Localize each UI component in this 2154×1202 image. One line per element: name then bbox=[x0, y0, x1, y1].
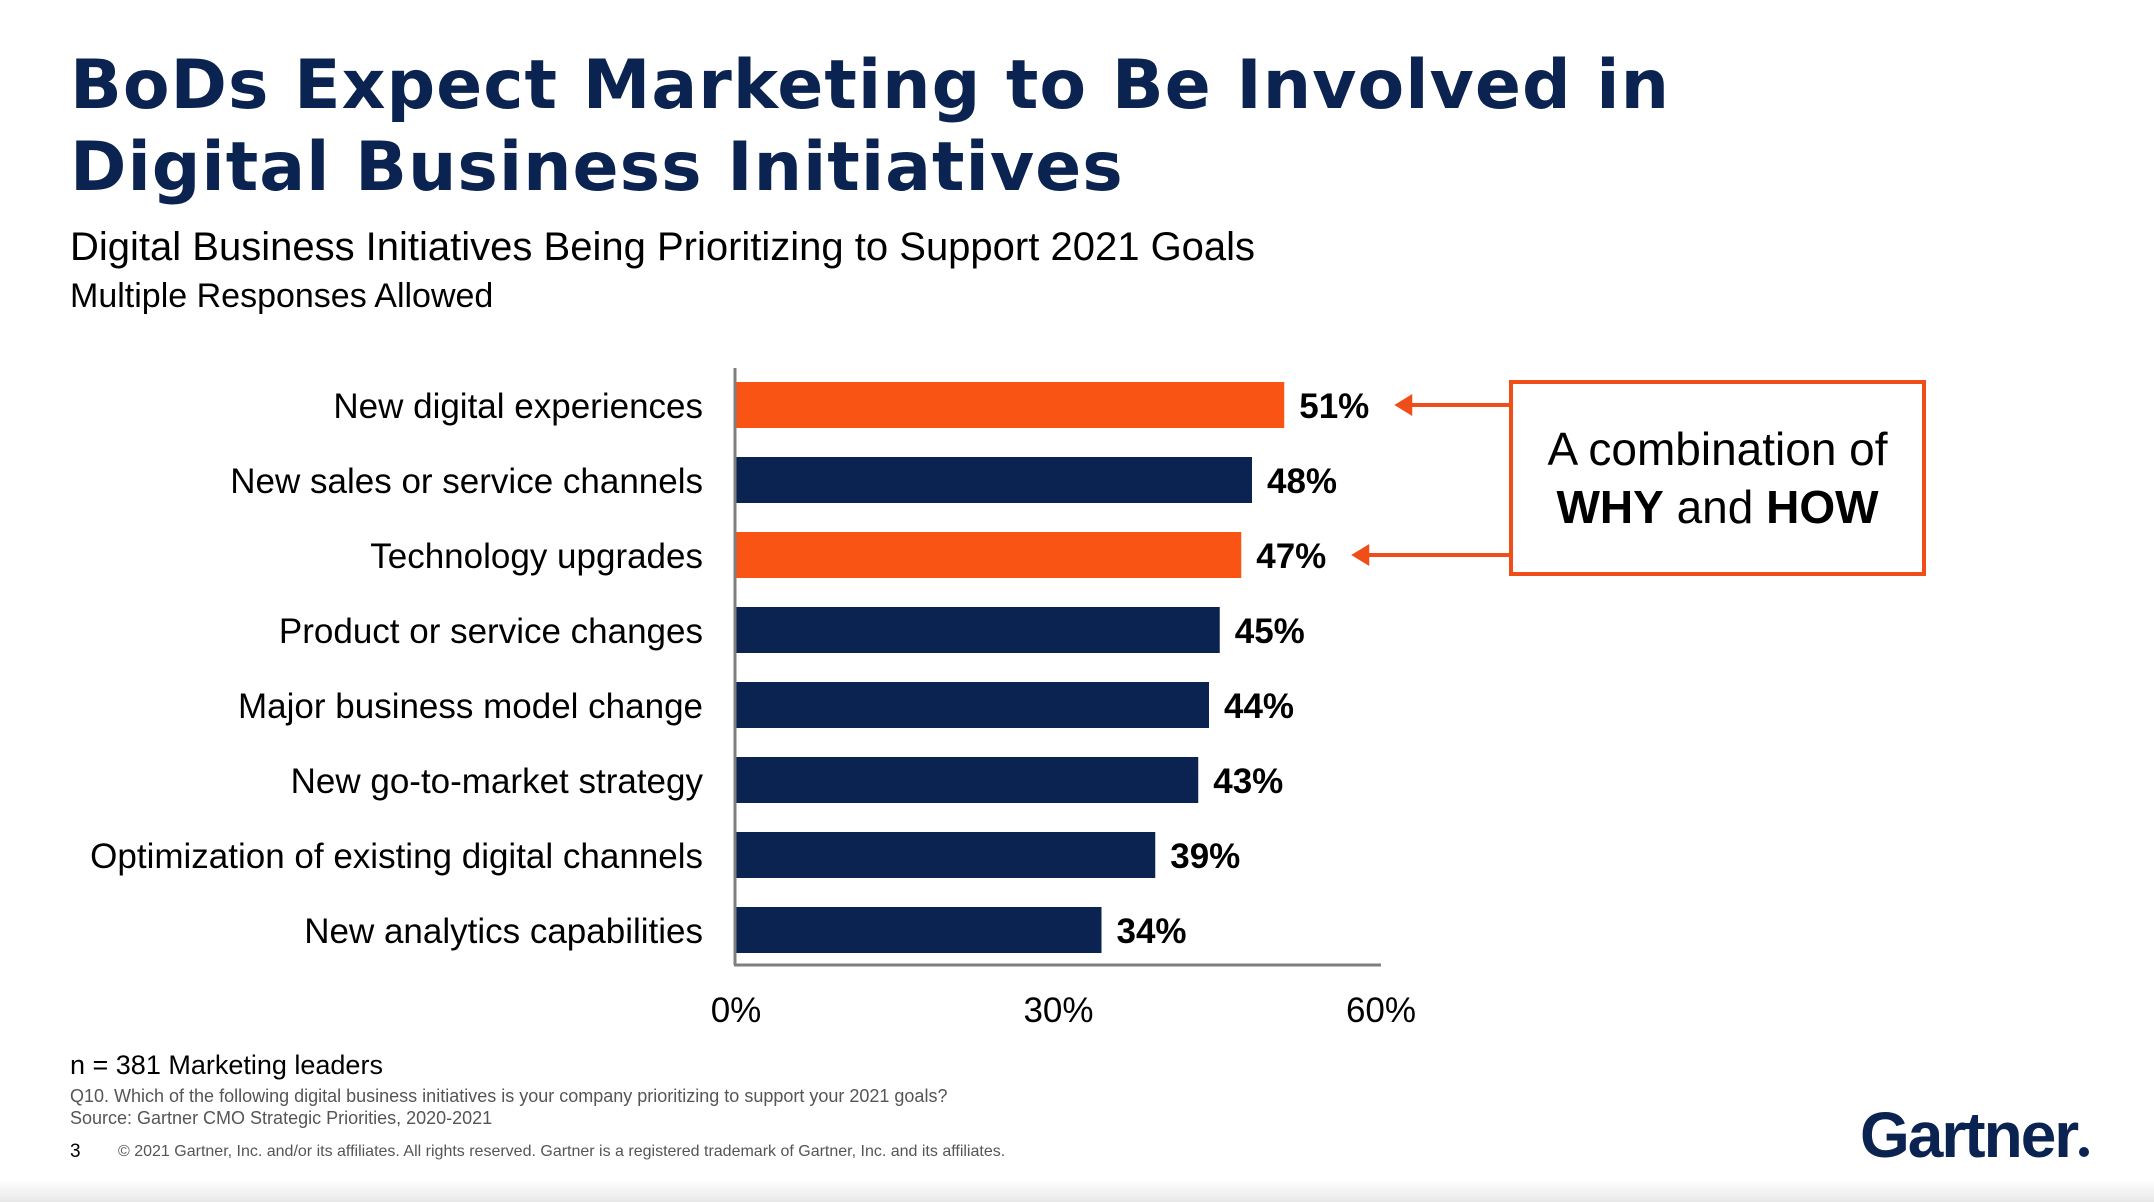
bar bbox=[736, 832, 1156, 878]
bar bbox=[736, 907, 1102, 953]
callout-box: A combination of WHY and HOW bbox=[1509, 380, 1926, 576]
bar bbox=[736, 532, 1242, 578]
copyright-note: © 2021 Gartner, Inc. and/or its affiliat… bbox=[118, 1143, 1006, 1160]
data-label: 48% bbox=[1267, 462, 1337, 501]
callout-arrow-head bbox=[1351, 544, 1370, 566]
logo-text: Gartner bbox=[1860, 1099, 2079, 1171]
callout-why: WHY bbox=[1556, 481, 1664, 533]
category-label: New analytics capabilities bbox=[304, 912, 703, 951]
x-tick-label: 60% bbox=[1346, 991, 1416, 1030]
bar-chart: New digital experiences 51% New sales or s… bbox=[90, 368, 1509, 1030]
callout-arrow-head bbox=[1394, 394, 1413, 416]
footer-strip bbox=[0, 1180, 2154, 1202]
category-label: Technology upgrades bbox=[370, 537, 703, 576]
data-label: 51% bbox=[1299, 387, 1369, 426]
category-label: Major business model change bbox=[238, 687, 703, 726]
bar bbox=[736, 607, 1220, 653]
chart-subnote: Multiple Responses Allowed bbox=[70, 277, 494, 315]
page-number: 3 bbox=[70, 1141, 81, 1162]
category-label: New digital experiences bbox=[333, 387, 703, 426]
callout-and: and bbox=[1663, 481, 1767, 533]
data-label: 43% bbox=[1213, 762, 1283, 801]
category-label: Product or service changes bbox=[279, 612, 703, 651]
category-label: Optimization of existing digital channel… bbox=[90, 837, 703, 876]
data-label: 39% bbox=[1170, 837, 1240, 876]
slide-title: BoDs Expect Marketing to Be Involved in … bbox=[70, 46, 1671, 207]
bar bbox=[736, 382, 1285, 428]
data-label: 34% bbox=[1117, 912, 1187, 951]
bar bbox=[736, 457, 1252, 503]
sample-size-note: n = 381 Marketing leaders bbox=[70, 1050, 383, 1080]
source-note: Source: Gartner CMO Strategic Priorities… bbox=[70, 1108, 493, 1128]
chart-subtitle: Digital Business Initiatives Being Prior… bbox=[70, 225, 1256, 269]
data-label: 45% bbox=[1235, 612, 1305, 651]
callout-how: HOW bbox=[1766, 481, 1879, 533]
x-tick-label: 30% bbox=[1023, 991, 1093, 1030]
callout-line-2: WHY and HOW bbox=[1556, 478, 1878, 536]
question-note: Q10. Which of the following digital busi… bbox=[70, 1086, 948, 1106]
category-label: New sales or service channels bbox=[230, 462, 703, 501]
bar bbox=[736, 757, 1199, 803]
x-tick-label: 0% bbox=[711, 991, 762, 1030]
data-label: 44% bbox=[1224, 687, 1294, 726]
gartner-logo: Gartner bbox=[1860, 1098, 2090, 1172]
logo-dot bbox=[2079, 1147, 2090, 1157]
category-label: New go-to-market strategy bbox=[291, 762, 704, 801]
callout-line-1: A combination of bbox=[1547, 423, 1888, 475]
data-label: 47% bbox=[1256, 537, 1326, 576]
bar bbox=[736, 682, 1209, 728]
